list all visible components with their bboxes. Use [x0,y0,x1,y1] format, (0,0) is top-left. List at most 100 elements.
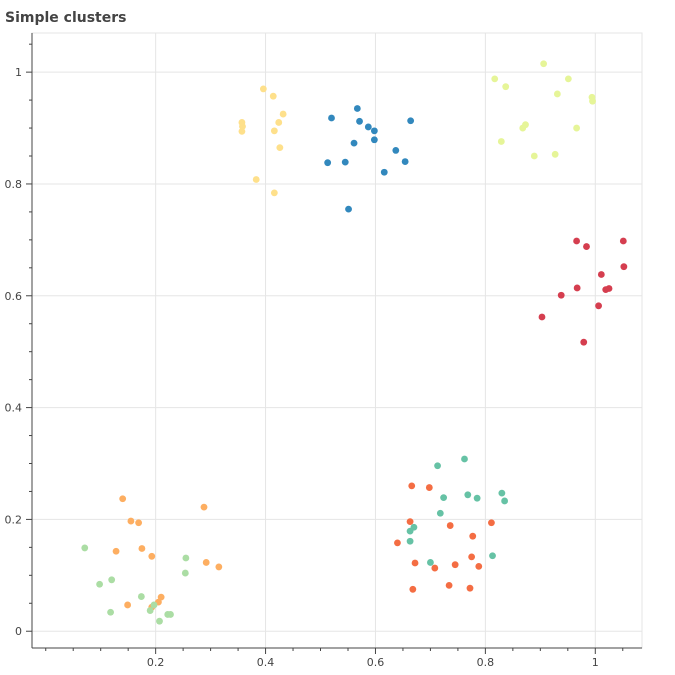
data-point [573,237,581,245]
cluster-1 [324,105,415,213]
data-point [451,561,459,569]
y-tick-label: 1 [15,66,22,79]
x-tick-label: 0.8 [477,656,495,669]
data-point [461,455,468,463]
data-point [501,497,509,505]
cluster-2 [238,85,287,197]
data-point [406,537,414,545]
data-point [150,601,158,609]
data-point [619,237,627,245]
y-tick-label: 0.8 [5,178,23,191]
data-point [137,593,145,600]
x-tick-label: 0.6 [367,656,385,669]
data-point [96,580,103,588]
data-point [440,494,448,502]
data-point [538,313,546,321]
data-point [401,158,409,165]
y-axis-ticks: 0 0.2 0.4 0.6 0.8 1 [5,43,32,638]
data-point [551,150,559,158]
data-point [406,527,414,535]
data-point [127,517,135,525]
data-point [157,593,165,601]
cluster-5 [406,455,509,566]
data-point [238,127,246,135]
cluster-3 [491,60,596,160]
data-point [595,302,602,310]
y-tick-label: 0 [15,625,22,638]
cluster-6 [394,482,495,593]
x-tick-label: 0.4 [257,656,275,669]
data-point [602,286,610,294]
data-point [468,553,476,561]
chart-title: Simple clusters [5,10,127,26]
data-point [502,83,510,91]
data-point [276,144,284,152]
data-point [279,110,287,118]
y-tick-label: 0.6 [5,290,23,303]
data-point [350,139,358,147]
y-tick-label: 0.4 [5,402,23,415]
data-point [620,263,628,271]
data-point [464,491,472,499]
data-point [364,123,372,131]
data-point [411,559,419,567]
data-point [252,176,260,183]
data-point [81,544,89,552]
data-point [202,559,210,566]
grid-lines [32,33,642,648]
data-point [573,124,581,132]
data-point [557,291,565,299]
data-point [446,522,454,529]
data-point [583,243,590,250]
data-point [489,552,496,560]
data-point [380,168,388,176]
data-point [108,576,116,584]
data-point [269,92,277,100]
data-point [181,569,189,577]
data-point [497,138,505,145]
data-point [580,338,588,346]
data-point [540,60,548,68]
data-point [406,518,414,526]
data-point [427,559,434,566]
data-point [466,584,474,592]
data-point [215,563,223,571]
x-tick-label: 0.2 [147,656,165,669]
data-point [353,105,361,112]
data-point [119,495,127,503]
data-point [345,205,352,213]
data-point [425,484,433,491]
data-point [270,189,278,197]
data-point [148,552,156,560]
data-point [138,545,146,552]
data-point [488,519,495,527]
data-points [81,60,628,625]
data-point [112,547,120,555]
data-point [475,562,483,570]
data-point [445,581,453,589]
data-point [239,122,246,130]
data-point [409,585,417,593]
data-point [182,554,190,562]
data-point [434,462,441,470]
data-point [407,117,415,125]
data-point [107,608,114,616]
plot-frame [31,32,643,649]
data-point [436,509,444,517]
data-point [473,494,481,502]
data-point [408,482,416,490]
data-point [564,75,572,83]
data-point [324,159,332,167]
data-point [124,601,132,609]
data-point [200,503,208,511]
data-point [341,158,349,166]
y-tick-label: 0.2 [5,513,23,526]
data-point [370,127,378,135]
data-point [573,284,581,292]
data-point [370,136,378,144]
data-point [597,271,605,278]
data-point [392,147,400,154]
data-point [135,519,143,527]
data-point [530,152,538,160]
